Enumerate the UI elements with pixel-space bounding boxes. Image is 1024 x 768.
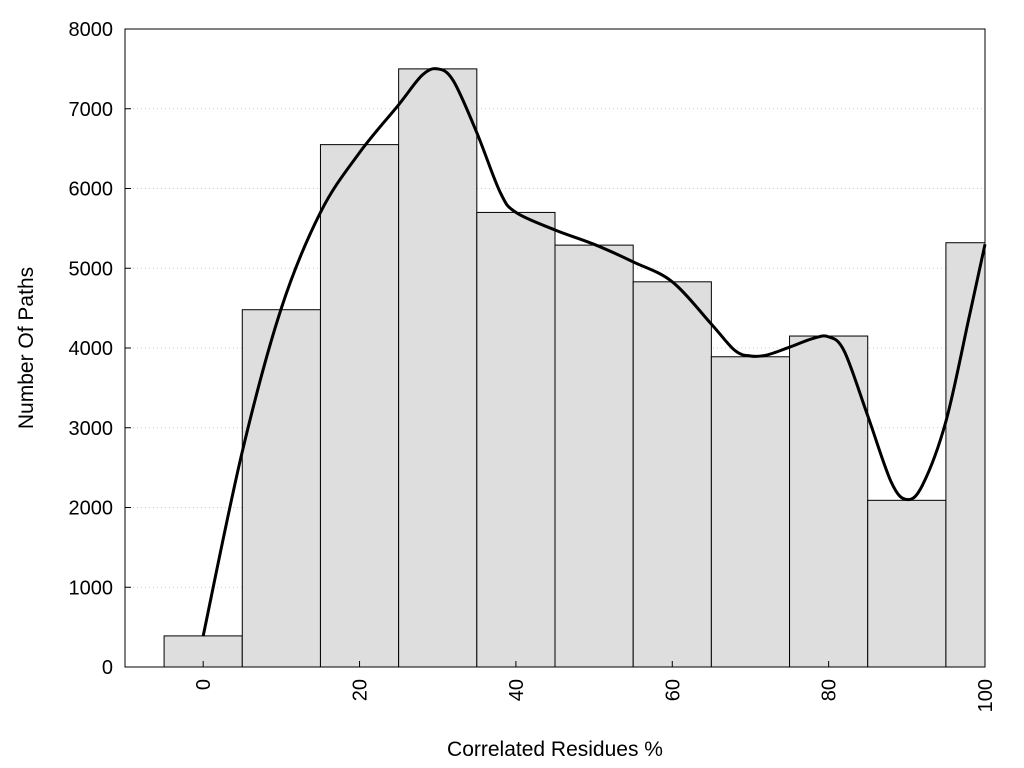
histogram-bar <box>867 499 947 668</box>
histogram-bar <box>554 244 634 668</box>
histogram-bar <box>945 242 986 668</box>
y-tick-label: 2000 <box>69 498 114 520</box>
histogram-bar <box>632 281 712 668</box>
y-tick-label: 0 <box>102 657 113 679</box>
y-tick-label: 3000 <box>69 418 114 440</box>
x-tick-label: 60 <box>662 679 684 701</box>
histogram-bar <box>241 309 321 668</box>
x-tick-label: 80 <box>819 679 841 701</box>
y-axis-ticks: 0 1000 2000 3000 4000 5000 6000 7000 8000 <box>69 19 131 679</box>
y-tick-label: 8000 <box>69 19 114 41</box>
y-tick-label: 4000 <box>69 338 114 360</box>
histogram-bar <box>710 356 791 668</box>
y-tick-label: 1000 <box>69 577 114 599</box>
x-axis-ticks: 0 20 40 60 80 100 <box>193 661 997 712</box>
density-curve <box>201 67 987 637</box>
x-tick-label: 100 <box>975 679 997 712</box>
y-tick-label: 5000 <box>69 258 114 280</box>
y-axis-label: Number Of Paths <box>15 267 38 429</box>
bars <box>163 68 986 668</box>
x-tick-label: 20 <box>350 679 372 701</box>
y-tick-label: 7000 <box>69 99 114 121</box>
histogram-bar <box>319 144 400 668</box>
histogram-bar <box>476 211 556 668</box>
y-tick-label: 6000 <box>69 179 114 201</box>
x-tick-label: 0 <box>193 679 215 690</box>
histogram-bar <box>398 68 478 668</box>
curve <box>201 67 987 637</box>
x-tick-label: 40 <box>506 679 528 701</box>
x-axis-label: Correlated Residues % <box>447 738 663 761</box>
